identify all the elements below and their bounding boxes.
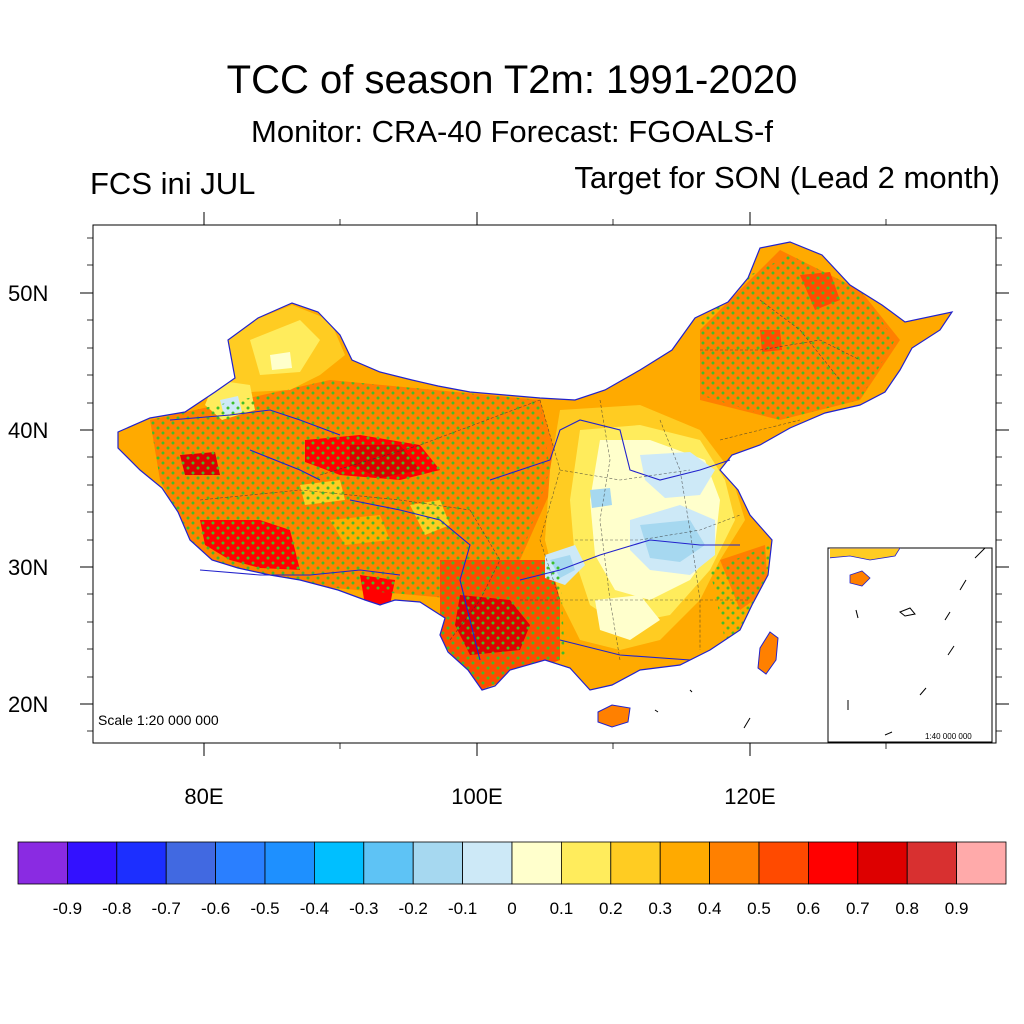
lon-label-120e: 120E [724, 784, 775, 809]
colorbar-swatch [659, 841, 711, 885]
colorbar-swatch [610, 841, 661, 885]
colorbar-label: 0.3 [648, 899, 672, 918]
colorbar-label: -0.2 [399, 899, 428, 918]
colorbar-swatch [17, 841, 68, 885]
colorbar-swatch [215, 841, 266, 885]
hainan-island [597, 704, 631, 728]
colorbar-swatch [808, 841, 859, 885]
colorbar-swatch [116, 841, 167, 885]
colorbar-swatch [561, 841, 612, 885]
main-scale: Scale 1:20 000 000 [98, 712, 219, 728]
colorbar: -0.9 -0.8 -0.7 -0.6 -0.5 -0.4 -0.3 -0.2 -0.1 0 0.1… [17, 841, 1007, 918]
province-boundaries [199, 299, 861, 661]
colorbar-label: 0.2 [599, 899, 623, 918]
colorbar-swatch [709, 841, 760, 885]
colorbar-swatch [857, 841, 908, 885]
colorbar-label: 0.6 [797, 899, 821, 918]
colorbar-label: 0.1 [550, 899, 574, 918]
colorbar-label: -0.3 [349, 899, 378, 918]
colorbar-swatch [758, 841, 809, 885]
colorbar-swatch [906, 841, 958, 885]
south-sea-marks [654, 689, 751, 729]
colorbar-label: -0.8 [102, 899, 131, 918]
colorbar-label: 0.9 [945, 899, 969, 918]
colorbar-label: 0.8 [895, 899, 919, 918]
colorbar-swatch [462, 841, 513, 885]
lat-label-30n: 30N [8, 555, 48, 580]
target-label: Target for SON (Lead 2 month) [574, 160, 1000, 195]
colorbar-label: 0 [507, 899, 516, 918]
colorbar-swatch [67, 841, 118, 885]
colorbar-label: 0.7 [846, 899, 870, 918]
inset-map: 1:40 000 000 [827, 547, 993, 743]
lat-label-20n: 20N [8, 692, 48, 717]
rivers [169, 409, 740, 661]
colorbar-swatch [412, 841, 464, 885]
colorbar-label: -0.6 [201, 899, 230, 918]
figure-title: TCC of season T2m: 1991-2020 [226, 58, 798, 102]
colorbar-swatch [511, 841, 562, 885]
colorbar-swatch [264, 841, 315, 885]
minor-ticks [87, 219, 1002, 749]
lon-label-80e: 80E [184, 784, 223, 809]
figure-subtitle: Monitor: CRA-40 Forecast: FGOALS-f [251, 114, 773, 149]
colorbar-label: -0.1 [448, 899, 477, 918]
colorbar-label: -0.9 [53, 899, 82, 918]
colorbar-swatch [165, 841, 216, 885]
colorbar-label: -0.5 [250, 899, 279, 918]
colorbar-label: -0.4 [300, 899, 329, 918]
colorbar-label: 0.5 [747, 899, 771, 918]
lat-label-50n: 50N [8, 281, 48, 306]
colorbar-swatch [956, 841, 1007, 885]
china-outline [117, 241, 954, 691]
colorbar-label: 0.4 [698, 899, 722, 918]
colorbar-swatch [313, 841, 365, 885]
axis-ticks [80, 212, 1009, 756]
colorbar-swatch [363, 841, 414, 885]
lon-label-100e: 100E [451, 784, 502, 809]
inset-scale: 1:40 000 000 [925, 732, 972, 741]
lat-label-40n: 40N [8, 418, 48, 443]
taiwan-island [757, 631, 779, 675]
init-label: FCS ini JUL [90, 166, 256, 201]
colorbar-label: -0.7 [152, 899, 181, 918]
